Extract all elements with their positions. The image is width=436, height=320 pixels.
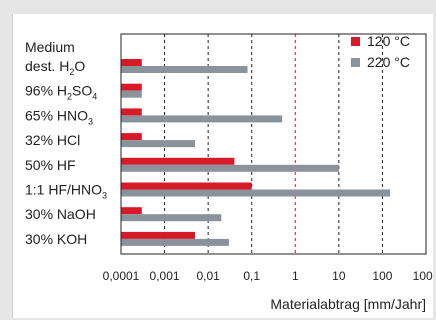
legend-label-120c: 120 °C — [367, 33, 410, 49]
category-label: 32% HCl — [25, 132, 80, 148]
bar-120c — [121, 207, 142, 215]
bars-layer — [121, 59, 391, 246]
x-tick-label-0,01: 0,01 — [196, 269, 220, 283]
category-label: 96% H2SO4 — [25, 83, 97, 102]
x-axis-title: Materialabtrag [mm/Jahr] — [270, 296, 426, 312]
x-tick-label-0,001: 0,001 — [150, 269, 180, 283]
bar-120c — [121, 157, 235, 165]
bar-220c — [121, 164, 339, 172]
bar-120c — [121, 182, 252, 190]
legend-swatch-120c — [351, 37, 360, 46]
x-tick-label-1000: 1000 — [413, 269, 433, 283]
bar-chart: 0,0001 0,001 0,01 0,1 1 10 100 1000 dest. H2O 96… — [25, 33, 433, 312]
category-label: 65% HNO3 — [25, 107, 93, 126]
category-label: 30% KOH — [25, 231, 87, 247]
x-tick-label-0,1: 0,1 — [243, 269, 260, 283]
chart-panel: 0,0001 0,001 0,01 0,1 1 10 100 1000 dest. H2O 96… — [12, 14, 433, 318]
category-header: Medium — [25, 39, 75, 55]
category-labels: dest. H2O 96% H2SO4 65% HNO3 32% HCl 50% HF 1… — [25, 58, 107, 247]
bar-220c — [121, 140, 196, 148]
x-tick-label-0,0001: 0,0001 — [103, 269, 140, 283]
x-tick-label-100: 100 — [372, 269, 392, 283]
category-label: dest. H2O — [25, 58, 85, 77]
bar-220c — [121, 214, 222, 222]
bar-120c — [121, 83, 142, 91]
bar-220c — [121, 66, 248, 73]
plot-area-border — [120, 33, 427, 255]
legend-label-220c: 220 °C — [367, 54, 410, 70]
bar-220c — [121, 238, 229, 246]
category-label: 1:1 HF/HNO3 — [25, 182, 107, 201]
x-tick-label-10: 10 — [332, 269, 346, 283]
bar-120c — [121, 231, 196, 239]
legend-swatch-220c — [351, 58, 360, 67]
bar-120c — [121, 108, 142, 116]
bar-220c — [121, 115, 283, 123]
legend: 120 °C 220 °C — [351, 33, 410, 70]
category-label: 50% HF — [25, 157, 76, 173]
axis-layer: 0,0001 0,001 0,01 0,1 1 10 100 1000 — [103, 33, 433, 283]
bar-220c — [121, 90, 142, 98]
x-tick-label-1: 1 — [292, 269, 299, 283]
category-label: 30% NaOH — [25, 206, 96, 222]
bar-220c — [121, 189, 391, 197]
bar-120c — [121, 133, 142, 141]
bar-120c — [121, 59, 142, 66]
